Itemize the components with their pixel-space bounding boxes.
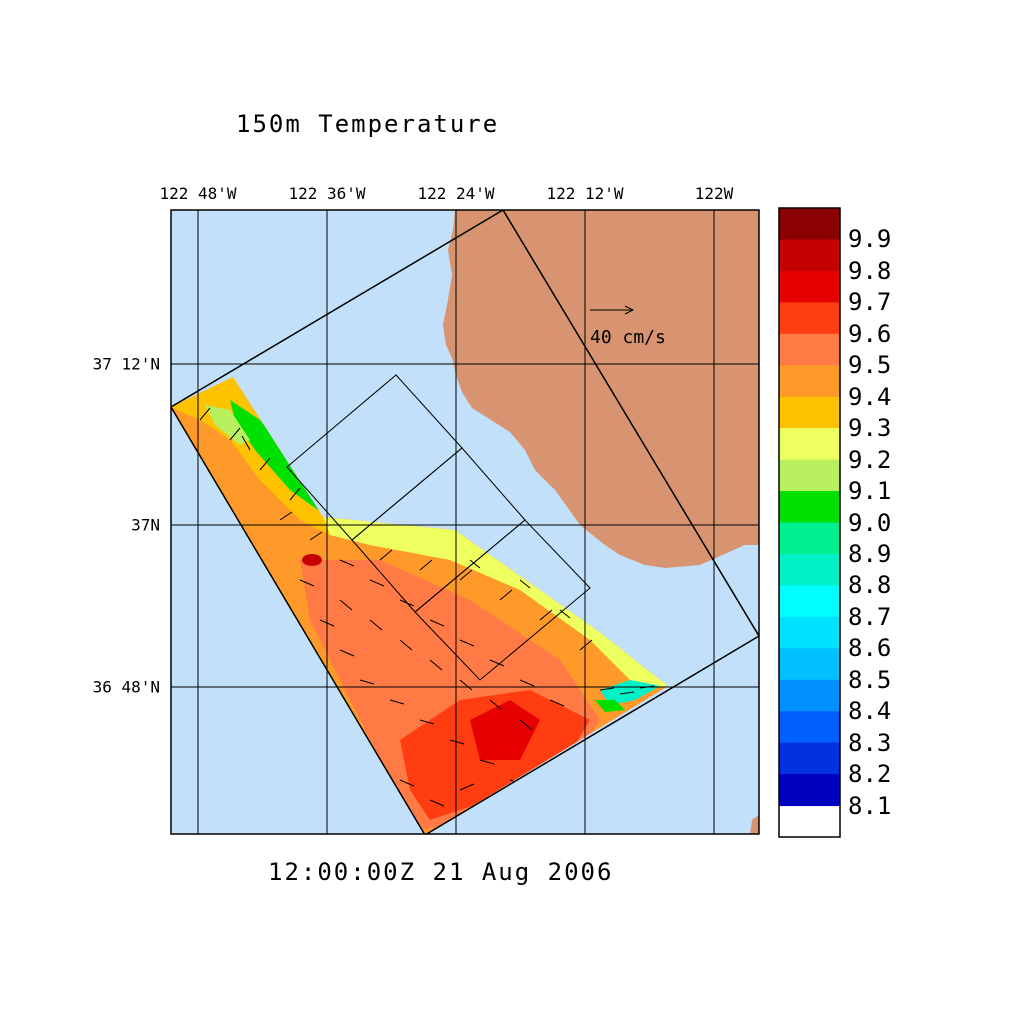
colorbar-swatch bbox=[779, 616, 840, 649]
colorbar-swatch bbox=[779, 270, 840, 303]
colorbar-tick-label: 9.8 bbox=[848, 256, 892, 285]
domain-outline bbox=[171, 210, 759, 834]
colorbar-tick-label: 8.3 bbox=[848, 728, 892, 757]
grid-lines bbox=[171, 210, 759, 834]
colorbar-swatch bbox=[779, 302, 840, 335]
colorbar-swatch bbox=[779, 679, 840, 712]
colorbar-swatch bbox=[779, 459, 840, 492]
colorbar-tick-label: 8.5 bbox=[848, 665, 892, 694]
colorbar-tick-label: 9.7 bbox=[848, 288, 892, 317]
colorbar bbox=[779, 208, 840, 807]
colorbar-swatch bbox=[779, 208, 840, 240]
lat-label: 37N bbox=[131, 515, 160, 535]
lon-label: 122 24'W bbox=[417, 184, 495, 203]
land-area bbox=[750, 815, 759, 834]
colorbar-tick-label: 9.5 bbox=[848, 351, 892, 380]
lon-label: 122W bbox=[694, 184, 734, 203]
colorbar-tick-label: 8.2 bbox=[848, 760, 892, 789]
colorbar-swatch bbox=[779, 396, 840, 429]
map-title: 150m Temperature bbox=[236, 110, 500, 138]
colorbar-tick-label: 8.1 bbox=[848, 791, 892, 820]
colorbar-tick-label: 8.8 bbox=[848, 571, 892, 600]
map-frame bbox=[170, 209, 760, 835]
vector-scale-arrow bbox=[590, 305, 635, 315]
lat-label: 37 12'N bbox=[92, 354, 160, 374]
colorbar-tick-label: 9.6 bbox=[848, 319, 892, 348]
colorbar-swatch bbox=[779, 774, 840, 807]
colorbar-swatch bbox=[779, 553, 840, 586]
land-area bbox=[443, 210, 759, 568]
timestamp: 12:00:00Z 21 Aug 2006 bbox=[268, 858, 614, 886]
colorbar-swatch bbox=[779, 239, 840, 272]
lon-label: 122 36'W bbox=[288, 184, 366, 203]
colorbar-swatch bbox=[779, 365, 840, 398]
colorbar-swatch bbox=[779, 585, 840, 618]
colorbar-tick-label: 9.3 bbox=[848, 414, 892, 443]
colorbar-swatch bbox=[779, 333, 840, 366]
colorbar-tick-label: 9.0 bbox=[848, 508, 892, 537]
colorbar-tick-label: 9.2 bbox=[848, 445, 892, 474]
colorbar-swatch bbox=[779, 742, 840, 775]
lat-label: 36 48'N bbox=[92, 677, 160, 697]
colorbar-tick-label: 8.6 bbox=[848, 634, 892, 663]
lon-label: 122 48'W bbox=[159, 184, 237, 203]
vector-scale-label: 40 cm/s bbox=[590, 327, 666, 348]
colorbar-swatch bbox=[779, 522, 840, 555]
colorbar-swatch bbox=[779, 711, 840, 744]
colorbar-tick-label: 9.9 bbox=[848, 225, 892, 254]
colorbar-tick-label: 8.4 bbox=[848, 697, 892, 726]
colorbar-frame bbox=[778, 207, 841, 838]
colorbar-tick-label: 8.7 bbox=[848, 602, 892, 631]
colorbar-tick-label: 9.4 bbox=[848, 382, 892, 411]
colorbar-swatch bbox=[779, 491, 840, 523]
inner-boxes bbox=[286, 374, 591, 681]
colorbar-tick-label: 9.1 bbox=[848, 477, 892, 506]
colorbar-tick-label: 8.9 bbox=[848, 539, 892, 568]
colorbar-swatch bbox=[779, 428, 840, 461]
lon-label: 122 12'W bbox=[546, 184, 624, 203]
colorbar-swatch bbox=[779, 648, 840, 681]
